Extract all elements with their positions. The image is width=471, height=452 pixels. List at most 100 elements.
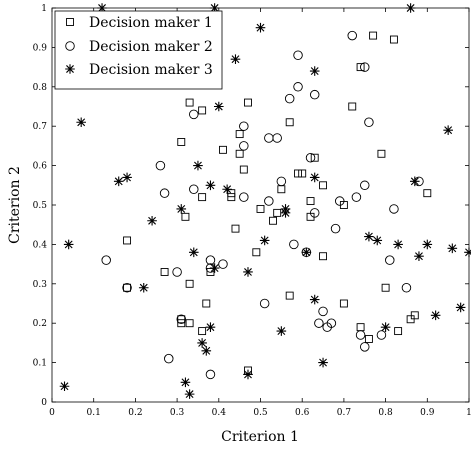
data-point-series-3 — [280, 208, 291, 218]
y-tick-label: 0 — [41, 398, 47, 408]
y-tick-label: 0.7 — [33, 122, 48, 132]
data-point-series-1 — [198, 193, 207, 202]
data-point-series-2 — [293, 82, 303, 92]
legend-label-3: Decision maker 3 — [89, 62, 213, 78]
y-axis-tick-labels: 0 0.1 0.2 0.3 0.4 0.5 0.6 0.7 0.8 0.9 1 — [33, 4, 48, 408]
data-point-series-3 — [97, 3, 107, 13]
data-point-series-1 — [202, 299, 211, 308]
data-point-series-2 — [259, 298, 270, 309]
data-point-series-1 — [198, 327, 207, 336]
data-point-series-3 — [464, 247, 471, 258]
data-point-series-3 — [201, 345, 212, 356]
x-axis-tick-labels: 0 0.1 0.2 0.3 0.4 0.5 0.6 0.7 0.8 0.9 1 — [49, 408, 471, 418]
x-tick-label: 0.8 — [378, 408, 393, 418]
data-point-series-3 — [455, 302, 466, 313]
data-point-series-1 — [310, 153, 319, 162]
data-point-series-2 — [334, 196, 345, 206]
data-point-series-2 — [355, 330, 366, 340]
data-point-series-2 — [289, 239, 299, 250]
data-point-series-3 — [209, 263, 220, 273]
x-tick-label: 0.1 — [87, 408, 101, 418]
data-point-series-2 — [272, 133, 282, 143]
data-point-series-3 — [176, 204, 187, 214]
y-tick-label: 0.3 — [33, 280, 48, 290]
y-tick-label: 0.5 — [33, 201, 48, 211]
data-point-series-2 — [264, 196, 274, 206]
data-point-series-2 — [205, 255, 216, 265]
x-tick-label: 0.7 — [337, 408, 352, 418]
data-point-series-3 — [380, 322, 391, 332]
y-tick-label: 0.4 — [33, 240, 48, 250]
data-point-series-3 — [276, 326, 287, 336]
y-tick-label: 0.8 — [33, 83, 48, 93]
data-point-series-1 — [123, 236, 132, 245]
data-point-series-2 — [218, 259, 228, 269]
data-point-series-3 — [193, 160, 203, 171]
data-point-series-2 — [309, 89, 320, 100]
data-point-series-2 — [314, 318, 324, 328]
data-point-series-1 — [306, 197, 315, 206]
data-point-series-3 — [447, 243, 458, 254]
data-point-series-2 — [122, 282, 132, 293]
legend-marker-2 — [65, 41, 75, 51]
data-point-series-3 — [205, 322, 216, 332]
data-point-series-3 — [222, 184, 232, 195]
data-point-series-1 — [239, 165, 248, 174]
data-point-series-3 — [443, 125, 453, 135]
data-point-series-2 — [164, 353, 174, 364]
data-point-series-2 — [351, 192, 362, 202]
data-point-series-3 — [430, 310, 441, 321]
data-point-series-2 — [360, 342, 370, 352]
data-point-series-1 — [369, 31, 378, 40]
data-point-series-3 — [309, 66, 320, 76]
data-point-series-1 — [410, 311, 419, 320]
data-point-series-3 — [372, 235, 383, 246]
data-point-series-3 — [205, 180, 216, 191]
data-point-series-1 — [235, 130, 244, 139]
data-point-series-3 — [409, 176, 420, 187]
x-tick-label: 0.9 — [420, 408, 435, 418]
data-point-series-2 — [239, 192, 249, 202]
data-point-series-3 — [414, 251, 424, 262]
data-point-series-1 — [298, 169, 307, 178]
data-point-series-3 — [197, 338, 207, 348]
data-point-series-2 — [176, 314, 187, 325]
data-point-series-1 — [181, 212, 190, 221]
data-point-series-3 — [255, 22, 266, 33]
data-point-series-3 — [59, 381, 70, 392]
x-tick-label: 0.3 — [170, 408, 185, 418]
data-point-series-3 — [243, 369, 253, 380]
data-point-series-3 — [122, 172, 132, 183]
data-point-series-3 — [393, 239, 403, 250]
data-point-series-1 — [177, 138, 186, 146]
data-point-series-1 — [285, 118, 294, 127]
data-point-series-1 — [319, 181, 327, 190]
data-point-series-3 — [138, 282, 149, 293]
data-point-series-3 — [180, 377, 191, 388]
data-point-series-3 — [209, 3, 220, 13]
data-point-series-1 — [235, 149, 244, 158]
data-point-series-1 — [198, 106, 207, 115]
data-point-series-2 — [309, 208, 320, 218]
legend-marker-1 — [66, 18, 74, 26]
data-point-series-1 — [356, 63, 365, 72]
data-point-series-2 — [189, 109, 199, 120]
data-point-series-1 — [285, 291, 294, 300]
data-point-series-1 — [252, 248, 261, 257]
data-point-series-2 — [293, 50, 303, 61]
data-point-series-3 — [422, 239, 433, 250]
data-point-series-2 — [326, 318, 337, 328]
data-point-series-3 — [184, 389, 195, 399]
data-point-series-1 — [394, 327, 403, 336]
data-point-series-2 — [376, 330, 387, 340]
data-point-series-3 — [301, 247, 312, 258]
data-point-series-3 — [113, 176, 124, 187]
data-point-series-1 — [273, 208, 282, 217]
data-point-series-2 — [276, 176, 287, 187]
x-axis-label: Criterion 1 — [221, 429, 299, 445]
y-tick-label: 0.2 — [33, 319, 47, 329]
data-point-series-1 — [389, 35, 398, 44]
y-tick-label: 0.1 — [33, 359, 47, 369]
data-point-series-1 — [348, 102, 357, 111]
data-point-series-3 — [318, 357, 328, 368]
